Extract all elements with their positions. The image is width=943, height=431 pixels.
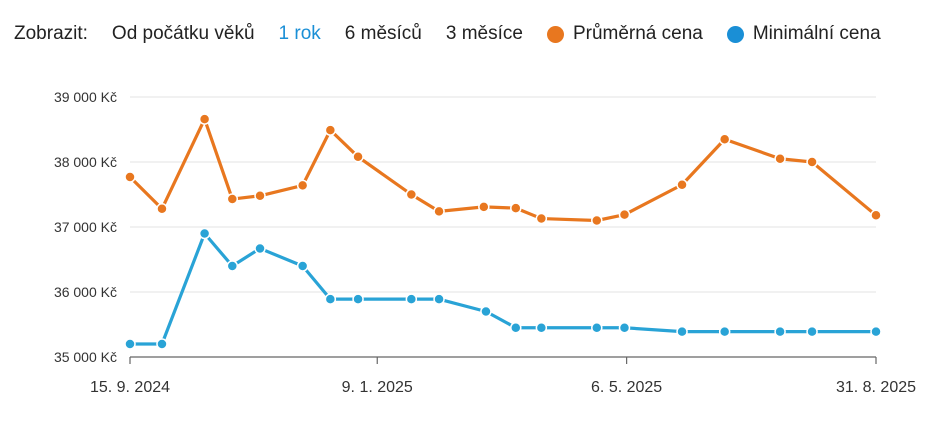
- data-point[interactable]: [774, 325, 786, 338]
- display-label: Zobrazit:: [14, 23, 88, 44]
- data-point[interactable]: [324, 124, 337, 136]
- range-option-6-months[interactable]: 6 měsíců: [344, 23, 422, 44]
- x-tick-label: 31. 8. 2025: [836, 379, 916, 396]
- data-point[interactable]: [618, 208, 631, 221]
- data-point[interactable]: [226, 260, 239, 272]
- data-point[interactable]: [226, 193, 239, 205]
- data-point[interactable]: [535, 212, 548, 225]
- y-tick-label: 39 000 Kč: [54, 89, 117, 105]
- data-point[interactable]: [124, 171, 136, 183]
- x-tick-label: 9. 1. 2025: [342, 379, 413, 396]
- data-point[interactable]: [433, 205, 445, 218]
- data-point[interactable]: [806, 325, 818, 338]
- legend-item-average-price[interactable]: Průměrná cena: [546, 23, 703, 45]
- data-point[interactable]: [352, 151, 364, 163]
- data-point[interactable]: [433, 293, 445, 305]
- y-axis-ticks: 35 000 Kč 36 000 Kč 37 000 Kč 38 000 Kč 39 0…: [54, 89, 117, 365]
- series-layer: [124, 113, 882, 350]
- data-point[interactable]: [296, 179, 309, 192]
- data-point[interactable]: [156, 338, 168, 350]
- data-point[interactable]: [296, 260, 309, 272]
- grid-lines: [130, 96, 876, 358]
- data-point[interactable]: [254, 242, 266, 255]
- range-option-3-months[interactable]: 3 měsíce: [445, 23, 523, 44]
- data-point[interactable]: [676, 179, 688, 191]
- legend-dot-minimum-icon: [726, 25, 744, 43]
- data-point[interactable]: [198, 113, 211, 125]
- data-point[interactable]: [124, 338, 136, 350]
- y-tick-label: 36 000 Kč: [54, 284, 117, 300]
- data-point[interactable]: [324, 293, 337, 305]
- range-option-all-time[interactable]: Od počátku věků: [111, 23, 255, 44]
- data-point[interactable]: [510, 202, 522, 214]
- data-point[interactable]: [806, 156, 818, 168]
- data-point[interactable]: [156, 203, 168, 215]
- y-tick-label: 35 000 Kč: [54, 349, 117, 365]
- x-axis: 15. 9. 2024 9. 1. 2025 6. 5. 2025 31. 8. 20…: [90, 357, 916, 396]
- data-point[interactable]: [254, 190, 266, 202]
- data-point[interactable]: [591, 214, 603, 227]
- y-tick-label: 38 000 Kč: [54, 154, 117, 170]
- data-point[interactable]: [774, 153, 786, 165]
- data-point[interactable]: [510, 322, 522, 334]
- legend-item-minimum-price[interactable]: Minimální cena: [726, 23, 881, 45]
- data-point[interactable]: [676, 325, 688, 338]
- data-point[interactable]: [480, 305, 492, 318]
- x-tick-label: 6. 5. 2025: [591, 379, 662, 396]
- data-point[interactable]: [405, 293, 418, 305]
- data-point[interactable]: [591, 322, 603, 334]
- data-point[interactable]: [535, 322, 548, 334]
- data-point[interactable]: [618, 322, 631, 334]
- range-option-1-year[interactable]: 1 rok: [278, 23, 321, 44]
- x-tick-label: 15. 9. 2024: [90, 379, 170, 396]
- y-tick-label: 37 000 Kč: [54, 219, 117, 235]
- series-line-1: [128, 231, 878, 346]
- data-point[interactable]: [352, 293, 364, 305]
- legend-label-minimum: Minimální cena: [752, 23, 881, 44]
- data-point[interactable]: [478, 201, 490, 213]
- data-point[interactable]: [198, 227, 211, 240]
- data-point[interactable]: [870, 325, 882, 338]
- series-line-0: [128, 117, 878, 223]
- data-point[interactable]: [718, 133, 731, 145]
- data-point[interactable]: [718, 325, 731, 338]
- legend-dot-average-icon: [546, 25, 564, 43]
- legend-label-average: Průměrná cena: [572, 23, 703, 44]
- data-point[interactable]: [870, 209, 882, 222]
- data-point[interactable]: [405, 188, 418, 201]
- chart-toolbar: Zobrazit: Od počátku věků 1 rok 6 měsíců…: [14, 20, 881, 48]
